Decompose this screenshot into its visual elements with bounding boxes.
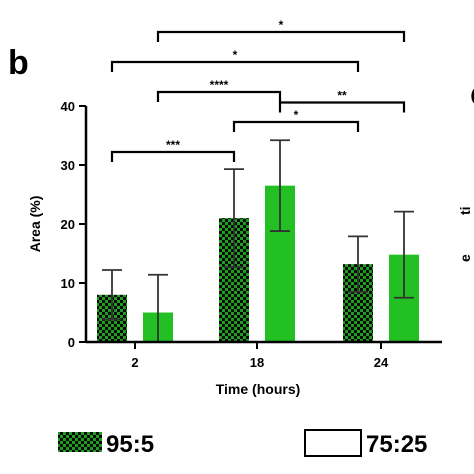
y-axis-title: Area (%) (27, 196, 43, 253)
legend: 95:5 75:25 (58, 429, 427, 458)
significance-bracket-5 (110, 150, 236, 162)
significance-bracket-0 (156, 30, 406, 42)
significance-bracket-4 (232, 120, 360, 132)
y-tick-label-10: 10 (61, 276, 75, 291)
significance-label-1: * (233, 48, 238, 62)
significance-label-5: *** (166, 138, 180, 152)
legend-label-95-5: 95:5 (106, 431, 154, 458)
panel-label: b (8, 44, 29, 82)
next-panel-label: c (470, 75, 474, 113)
x-tick-label-18: 18 (250, 355, 264, 370)
x-axis-title: Time (hours) (216, 381, 301, 397)
significance-label-4: * (294, 108, 299, 122)
legend-label-75-25: 75:25 (366, 431, 427, 458)
significance-bracket-2 (156, 90, 282, 102)
x-tick-label-24: 24 (374, 355, 389, 370)
legend-swatch-95-5 (58, 432, 102, 452)
significance-label-3: ** (337, 89, 347, 103)
y-tick-label-40: 40 (61, 99, 75, 114)
y-tick-label-20: 20 (61, 217, 75, 232)
significance-bracket-1 (110, 60, 360, 72)
significance-label-0: * (279, 18, 284, 32)
x-tick-label-2: 2 (131, 355, 138, 370)
y-tick-label-30: 30 (61, 158, 75, 173)
significance-label-2: **** (210, 78, 229, 92)
significance-bracket-3 (278, 101, 406, 113)
y-tick-label-0: 0 (68, 335, 75, 350)
next-panel-fragment-2: e (457, 254, 473, 262)
next-panel-fragment-1: ti (457, 206, 473, 215)
legend-swatch-75-25 (304, 429, 362, 457)
